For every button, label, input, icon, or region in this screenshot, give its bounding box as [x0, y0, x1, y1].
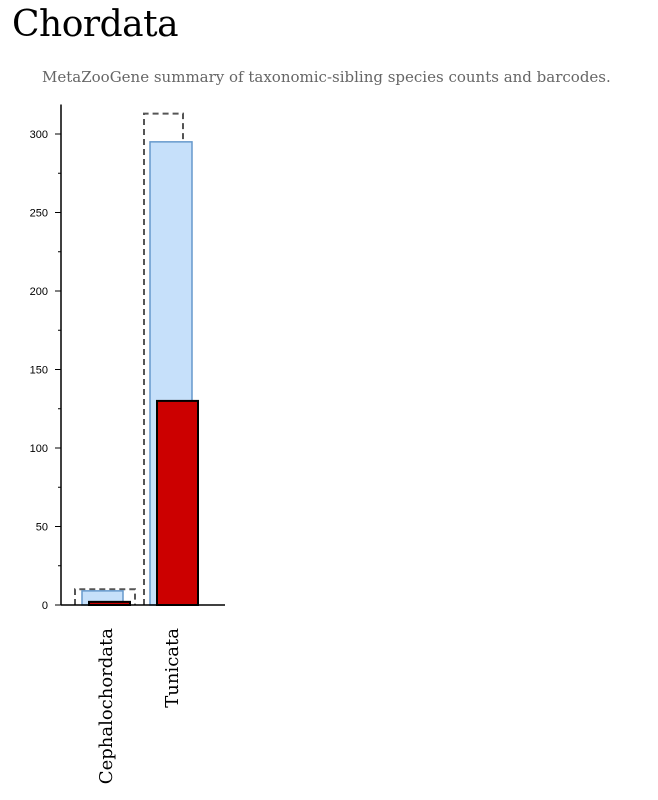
bar-outline-tunicata [143, 112, 184, 605]
bar-dark-tunicata [156, 399, 199, 606]
x-tick-label-cephalochordata: Cephalochordata [96, 628, 117, 784]
axes-layer: Cephalochordata Tunicata 0 50 100 150 200 250 30… [30, 104, 225, 784]
y-tick-label: 300 [30, 129, 48, 141]
page-title: Chordata [12, 4, 179, 45]
bars-layer [74, 112, 199, 606]
y-tick-label: 0 [42, 600, 48, 612]
page-subtitle: MetaZooGene summary of taxonomic-sibling… [42, 68, 611, 86]
y-tick-label: 250 [30, 208, 48, 220]
y-tick-label: 50 [36, 522, 48, 534]
y-tick-label: 200 [30, 286, 48, 298]
x-tick-label-tunicata: Tunicata [162, 628, 183, 708]
y-tick-label: 100 [30, 443, 48, 455]
bar-outline-cephalochordata [74, 588, 136, 605]
y-tick-label: 150 [30, 365, 48, 377]
